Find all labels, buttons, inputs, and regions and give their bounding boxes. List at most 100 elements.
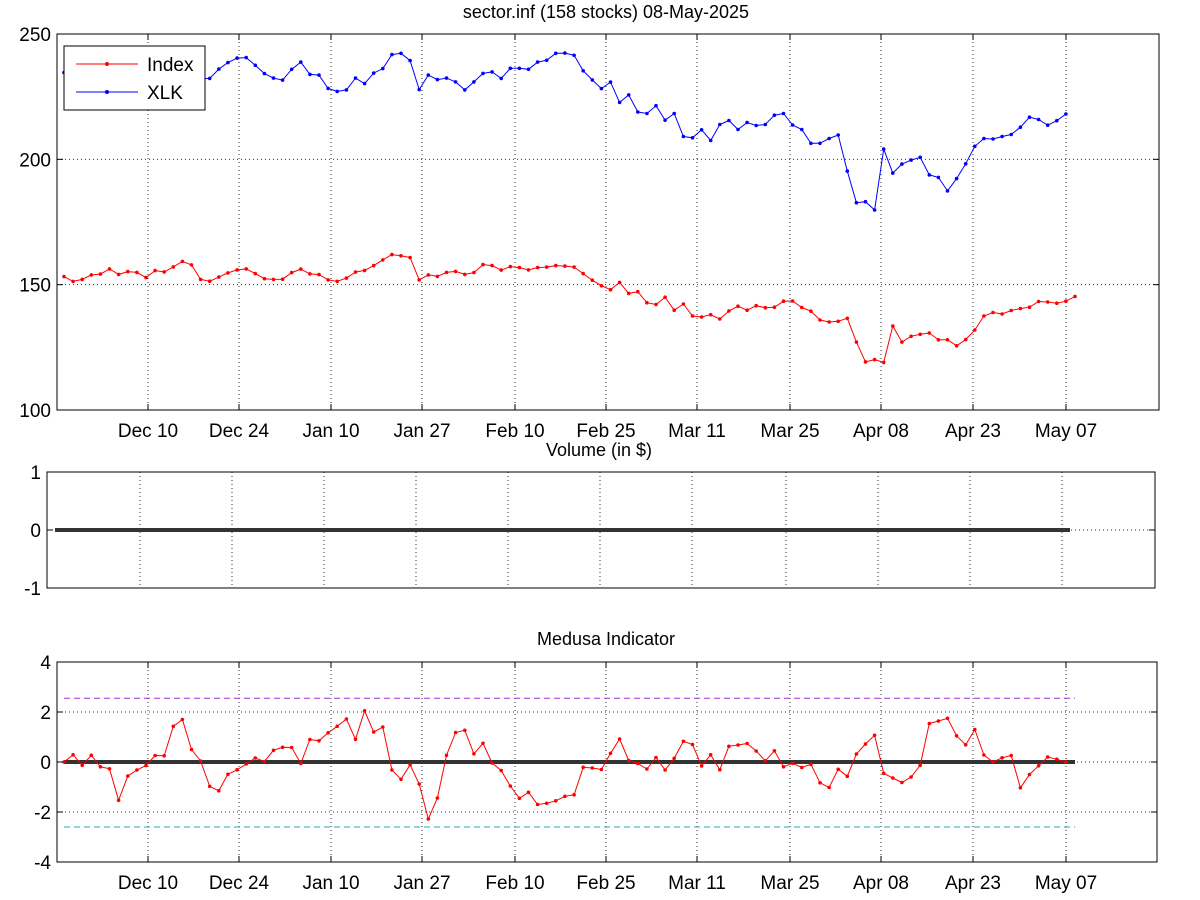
xlk-series-point [326,86,330,91]
xlk-series-point [544,58,549,63]
price-plot-frame [56,33,1160,411]
medusa-series-point [262,759,267,764]
x-tick-label: Dec 24 [209,873,270,894]
xlk-series-point [472,80,476,84]
price-grid [57,33,1159,411]
xlk-series-point [772,113,777,117]
medusa-series-point [89,753,94,758]
index-series-point [381,258,385,262]
medusa-series-point [344,717,349,721]
index-series-point [135,270,139,275]
medusa-series-point [453,730,458,735]
xlk-series-point [836,133,840,137]
xlk-series-point [654,103,658,108]
medusa-series-point [991,760,995,764]
medusa-series-point [472,752,476,756]
xlk-series-point [280,78,285,82]
price-plot-area [57,34,1159,410]
xlk-series-point [718,122,722,127]
index-series-point [818,318,822,322]
index-series-line [63,254,1076,364]
medusa-series-point [1055,757,1059,762]
xlk-series-point [863,199,868,204]
medusa-series-point [80,763,84,768]
medusa-series-point [189,747,194,752]
y-tick-label: 200 [19,150,51,171]
xlk-series-point [1064,112,1068,116]
index-series-point [608,287,613,292]
price-y-ticks: 100 150 200 250 [19,25,1159,422]
medusa-y-ticks: -4 -2 0 2 4 [34,653,1157,874]
xlk-series-point [481,71,485,76]
xlk-series-point [736,127,740,132]
xlk-series-point [362,81,367,86]
medusa-series-point [1018,786,1023,790]
medusa-series-point [626,758,631,763]
xlk-series-point [435,77,440,82]
xlk-series-point [590,78,595,82]
y-tick-label: 1 [30,463,41,484]
xlk-series-point [244,55,248,60]
xlk-series-point [490,70,494,74]
xlk-series-point [572,53,576,58]
index-series-point [299,267,303,271]
index-series-point [153,268,157,273]
index-series-point [1064,299,1068,304]
medusa-series-point [107,767,112,771]
medusa-series [62,709,1068,821]
xlk-series-point [818,141,822,146]
medusa-series-point [526,790,531,795]
index-series-point [508,264,513,269]
y-tick-label: 4 [40,653,51,674]
index-series-point [453,269,458,274]
medusa-series-point [280,745,285,750]
index-series-point [116,272,121,277]
medusa-series-point [235,768,239,772]
medusa-series-point [936,719,941,723]
xlk-series-point [353,76,358,80]
index-series-point [863,360,868,364]
xlk-series-point [499,76,504,81]
medusa-series-point [854,752,859,756]
medusa-series-point [727,744,731,749]
xlk-series-point [526,67,531,72]
xlk-series-point [991,137,995,141]
medusa-series-point [226,772,230,777]
index-series-point [572,265,576,269]
xlk-series-point [918,155,922,160]
medusa-series-point [544,801,549,806]
index-series-point [809,309,813,314]
index-series-point [253,271,258,276]
index-series-point [335,279,340,284]
xlk-series-point [781,111,786,116]
y-tick-label: 100 [19,401,51,422]
index-series-point [654,302,658,307]
medusa-series-point [435,796,440,800]
medusa-series-point [517,796,522,801]
y-tick-label: 250 [19,25,51,46]
xlk-series-point [408,58,412,63]
index-series-point [271,277,276,282]
index-series-point [235,268,239,272]
xlk-series-point [1045,123,1050,127]
index-series-point [1027,305,1032,310]
x-tick-label: Jan 10 [302,873,359,894]
index-series-point [854,340,859,344]
xlk-series-point [1009,132,1013,137]
medusa-series-point [180,717,185,722]
xlk-series-point [599,86,604,91]
medusa-series-point [900,780,904,785]
xlk-series-point [1036,117,1041,122]
xlk-series-point [335,89,340,94]
medusa-series-point [927,721,932,726]
x-tick-label: Dec 24 [209,421,270,442]
xlk-series-point [973,144,977,149]
xlk-series-point [399,51,403,56]
y-tick-label: 0 [40,753,51,774]
medusa-series-point [499,768,504,773]
xlk-series-point [317,73,321,77]
medusa-series-point [62,760,66,764]
x-tick-label: Mar 25 [760,421,819,442]
index-series-point [936,338,941,342]
index-series-point [198,277,203,282]
